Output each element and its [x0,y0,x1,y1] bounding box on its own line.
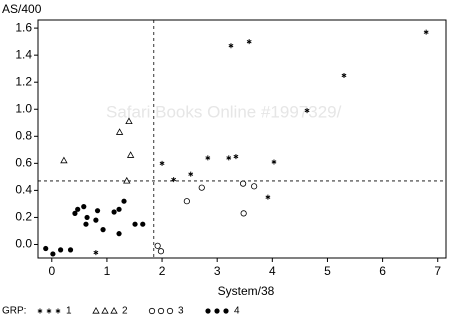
y-tick-label: 0.4 [15,183,32,197]
point [83,221,89,227]
legend-symbol [223,308,229,314]
y-tick-label: 0.2 [15,210,32,224]
plot-frame [37,19,447,259]
point [228,43,234,49]
y-tick-label: 0.6 [15,156,32,170]
point [265,194,271,200]
point [140,221,146,227]
point [93,217,99,223]
point [341,72,347,78]
point [159,160,165,166]
legend-symbol [101,306,109,314]
point [246,39,252,45]
point [58,247,64,253]
legend-symbol [110,306,118,314]
point [94,208,101,214]
y-tick-label: 0.8 [15,128,32,142]
legend-symbol [46,308,52,314]
x-tick-label: 1 [104,264,111,278]
point [171,177,177,183]
x-tick-label: 5 [324,264,331,278]
y-tick-label: 1.2 [15,74,32,88]
legend-title: GRP: [2,306,26,316]
legend-symbol [37,308,43,314]
y-tick-label: 1.6 [15,20,32,34]
point [154,242,161,249]
point [304,108,310,114]
point [157,248,165,255]
point [116,206,122,212]
y-axis-label: AS/400 [2,2,42,16]
point [67,247,74,253]
point [423,29,429,35]
x-axis-label: System/38 [218,284,275,298]
point [121,198,127,204]
y-tick-label: 1.0 [15,101,32,115]
point [81,204,87,210]
point [111,209,117,215]
x-tick-label: 4 [269,264,276,278]
x-tick-label: 6 [379,264,386,278]
point [115,128,124,135]
point [60,156,68,164]
x-tick-label: 7 [434,264,441,278]
watermark: Safari Books Online #1997329/ [106,102,342,121]
legend-symbol [148,307,156,315]
point [132,221,138,227]
point [72,210,78,216]
y-tick-label: 1.4 [15,47,32,61]
legend-symbol [166,307,174,315]
point [188,171,194,177]
point [226,155,232,161]
legend-label: 2 [122,306,128,316]
point [75,206,81,212]
legend-symbol [157,307,165,315]
legend-symbol [205,308,211,314]
point [125,117,133,125]
x-tick-label: 0 [48,264,55,278]
point [271,159,277,165]
point [233,154,239,160]
point [123,176,131,184]
y-tick-label: 0.0 [15,237,32,251]
point [50,251,56,257]
x-tick-label: 3 [214,264,221,278]
legend-label: 1 [66,306,72,316]
point [183,198,190,205]
x-tick-label: 2 [159,264,166,278]
point [126,151,135,158]
point [251,183,258,190]
point [84,214,90,221]
point [240,210,247,217]
legend-symbol [92,306,100,314]
point [205,155,211,161]
point [198,184,205,191]
point [43,245,49,252]
point [240,180,247,187]
legend-label: 3 [178,306,184,316]
point [116,231,122,237]
legend-symbol [55,308,61,314]
point [93,250,99,256]
legend-label: 4 [234,306,240,316]
legend-symbol [214,308,220,314]
point [100,227,106,233]
